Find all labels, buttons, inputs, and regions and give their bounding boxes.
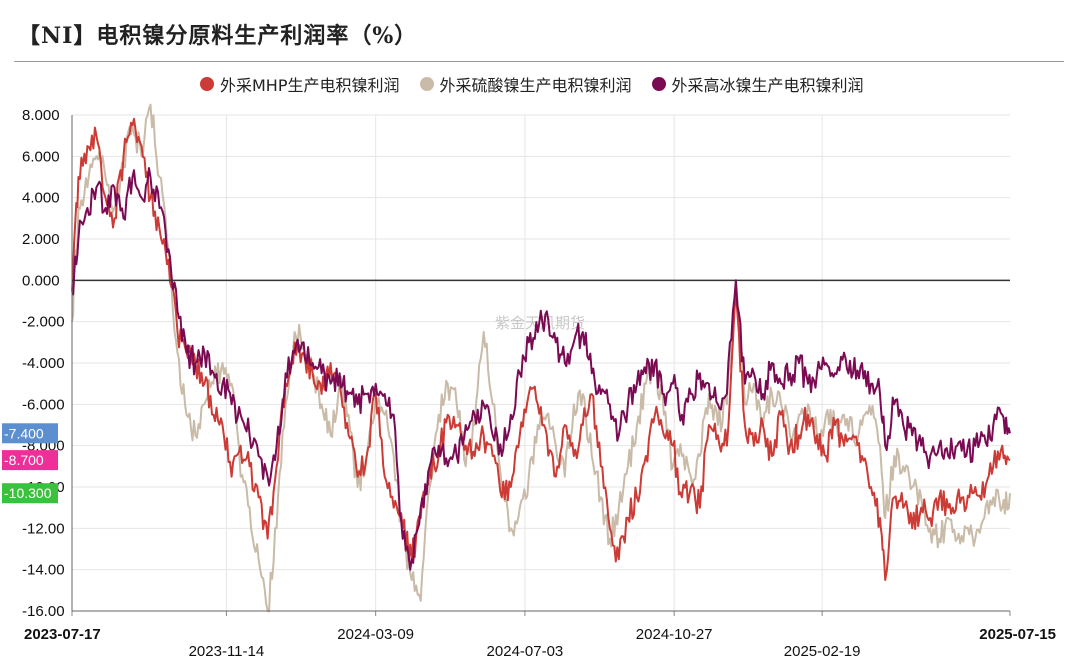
series-line-2	[71, 167, 1011, 571]
legend-label-nickel-matte: 外采高冰镍生产电积镍利润	[671, 76, 864, 95]
badge-1	[2, 450, 58, 471]
y-tick-label: -4.000	[22, 355, 65, 372]
legend-marker-nickel-sulfate	[419, 77, 434, 91]
x-tick-label: 2025-02-19	[784, 643, 861, 660]
x-tick-label: 2024-07-03	[487, 643, 564, 660]
x-tick-label: 2025-07-15	[979, 626, 1056, 643]
series-line-0	[71, 117, 1011, 581]
y-tick-label: 0.000	[22, 272, 60, 289]
chart-grid	[72, 114, 1010, 612]
legend-item-nickel-matte[interactable]: 外采高冰镍生产电积镍利润	[651, 72, 864, 96]
legend-marker-mhp	[200, 77, 214, 91]
y-tick-label: -16.00	[22, 603, 65, 620]
chart-axes: 8.000 6.000 4.000 2.000 0.000 -2.000 -4.000 -6.…	[22, 107, 1056, 660]
legend-item-nickel-sulfate[interactable]: 外采硫酸镍生产电积镍利润	[419, 72, 632, 96]
legend-label-mhp: 外采MHP生产电积镍利润	[220, 76, 400, 95]
y-tick-label: -2.000	[22, 314, 65, 331]
y-tick-label: 8.000	[22, 107, 60, 124]
x-tick-label: 2024-03-09	[337, 626, 414, 643]
y-tick-label: -6.000	[22, 396, 65, 413]
y-tick-label: 2.000	[22, 231, 60, 248]
y-tick-label: 6.000	[22, 148, 60, 165]
series-line-1	[71, 103, 1011, 613]
x-tick-label: 2024-10-27	[636, 626, 713, 643]
badge-0	[2, 423, 58, 444]
legend-marker-nickel-matte	[651, 77, 666, 91]
badge-label-1: -8.700	[4, 452, 44, 468]
chart-legend: 外采MHP生产电积镍利润 外采硫酸镍生产电积镍利润 外采高冰镍生产电积镍利润	[200, 72, 884, 96]
legend-item-mhp[interactable]: 外采MHP生产电积镍利润	[200, 72, 400, 96]
y-tick-label: -14.00	[22, 562, 65, 579]
title-divider	[14, 61, 1064, 62]
x-tick-label: 2023-07-17	[24, 626, 101, 643]
legend-label-nickel-sulfate: 外采硫酸镍生产电积镍利润	[439, 76, 632, 95]
chart-title: 【NI】电积镍分原料生产利润率（%）	[18, 23, 418, 49]
last-value-badges: -7.400 -8.700 -10.300	[2, 423, 58, 504]
y-tick-label: -12.00	[22, 520, 65, 537]
badge-2	[2, 483, 58, 504]
chart-series	[71, 103, 1011, 613]
badge-label-2: -10.300	[4, 485, 52, 501]
badge-label-0: -7.400	[4, 425, 44, 441]
y-tick-label: 4.000	[22, 190, 60, 207]
x-tick-label: 2023-11-14	[189, 643, 265, 660]
